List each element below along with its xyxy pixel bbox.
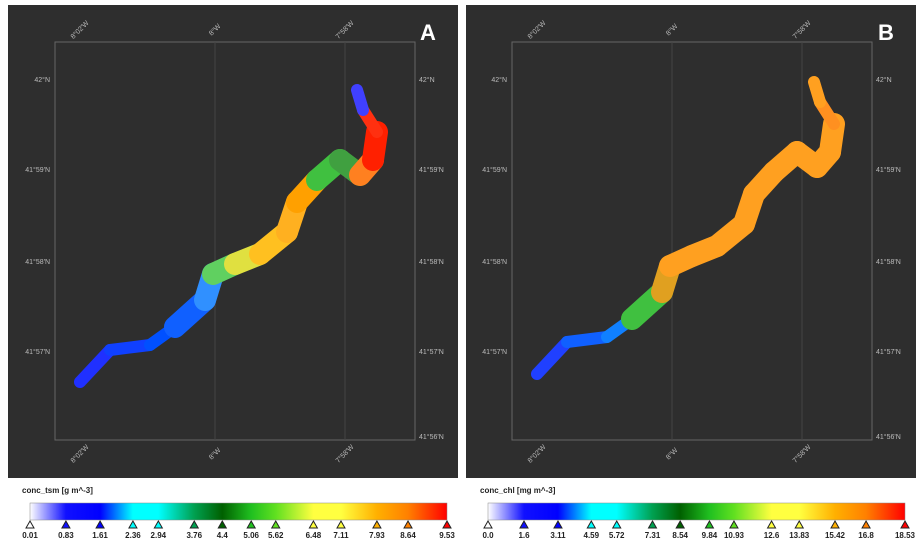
map-frame — [54, 41, 416, 441]
colorbar-tick-label: 12.6 — [764, 531, 780, 540]
latitude-label: 41°58'N — [419, 258, 444, 266]
colorbar-tick — [729, 519, 739, 529]
colorbar-tick — [217, 519, 228, 529]
colorbar-tick — [704, 519, 715, 529]
colorbar-tick — [25, 519, 35, 529]
colorbar-tick-label: 5.62 — [268, 531, 284, 540]
latitude-label: 41°57'N — [482, 348, 507, 356]
colorbar-tick — [519, 519, 529, 529]
colorbar-tick — [270, 519, 281, 529]
colorbar-tick-label: 9.53 — [439, 531, 455, 540]
colorbar-tick-label: 16.8 — [858, 531, 874, 540]
latitude-label: 41°58'N — [25, 258, 50, 266]
colorbar-tick — [900, 519, 910, 529]
latitude-label: 41°57'N — [876, 348, 901, 356]
colorbar-tick-label: 8.64 — [400, 531, 416, 540]
colorbar-tick-label: 7.93 — [369, 531, 385, 540]
latitude-label: 41°58'N — [482, 258, 507, 266]
colorbar-tick — [403, 519, 413, 529]
colorbar-tick — [861, 519, 871, 529]
latitude-label: 41°58'N — [876, 258, 901, 266]
reservoir — [74, 344, 116, 388]
colorbar-tick — [336, 519, 346, 529]
panel-label: A — [420, 20, 436, 45]
colorbar-tick — [246, 519, 257, 529]
colorbar-tick-label: 5.72 — [609, 531, 625, 540]
latitude-label: 42°N — [34, 76, 50, 84]
reservoir — [104, 339, 156, 356]
latitude-label: 41°59'N — [876, 166, 901, 174]
colorbar-tick-label: 18.53 — [895, 531, 916, 540]
colorbar-tick — [794, 519, 805, 529]
latitude-label: 42°N — [491, 76, 507, 84]
colorbar-tick-label: 15.42 — [825, 531, 846, 540]
colorbar-tick — [586, 519, 597, 529]
colorbar-tick — [830, 519, 840, 529]
colorbar-tick — [189, 519, 200, 529]
colorbar-tick-label: 2.36 — [125, 531, 141, 540]
colorbar-tick — [372, 519, 382, 529]
colorbar-title: conc_chl [mg m^-3] — [480, 486, 556, 495]
colorbar-tick-label: 4.4 — [217, 531, 229, 540]
latitude-label: 41°57'N — [419, 348, 444, 356]
reservoir — [351, 84, 369, 116]
colorbar-tick — [61, 519, 71, 529]
panel-label: B — [878, 20, 894, 45]
colorbar-tick-label: 6.48 — [306, 531, 322, 540]
colorbar-tick — [128, 519, 138, 529]
colorbar-tick-label: 7.11 — [333, 531, 349, 540]
latitude-label: 41°59'N — [482, 166, 507, 174]
colorbar-tick-label: 7.31 — [645, 531, 661, 540]
reservoir — [561, 331, 613, 348]
colorbar-tick — [308, 519, 319, 529]
map-background — [466, 5, 916, 478]
colorbar-tick-label: 3.11 — [550, 531, 566, 540]
colorbar-tick-label: 0.83 — [58, 531, 74, 540]
colorbar-tick-label: 13.83 — [789, 531, 810, 540]
colorbar — [29, 502, 448, 521]
colorbar-tick-label: 9.84 — [702, 531, 718, 540]
colorbar-tick-label: 8.54 — [672, 531, 688, 540]
map-background — [8, 5, 458, 478]
colorbar-tick — [95, 519, 105, 529]
colorbar-tick-label: 4.59 — [584, 531, 600, 540]
colorbar-tick — [647, 519, 658, 529]
latitude-label: 41°56'N — [419, 433, 444, 441]
colorbar-tick — [483, 519, 493, 529]
colorbar-tick-label: 1.6 — [518, 531, 530, 540]
colorbar-tick-label: 1.61 — [92, 531, 108, 540]
colorbar-tick-label: 0.01 — [22, 531, 38, 540]
colorbar-tick-label: 0.0 — [482, 531, 494, 540]
colorbar-title: conc_tsm [g m^-3] — [22, 486, 93, 495]
colorbar-tick — [553, 519, 563, 529]
map-frame — [511, 41, 873, 441]
colorbar-tick — [442, 519, 452, 529]
colorbar-tick — [611, 519, 622, 529]
latitude-label: 41°57'N — [25, 348, 50, 356]
colorbar-tick-label: 2.94 — [151, 531, 167, 540]
latitude-label: 41°59'N — [25, 166, 50, 174]
colorbar-tick — [766, 519, 777, 529]
colorbar-tick — [675, 519, 686, 529]
latitude-label: 41°59'N — [419, 166, 444, 174]
reservoir — [531, 336, 573, 380]
colorbar — [487, 502, 906, 521]
latitude-label: 42°N — [876, 76, 892, 84]
reservoir — [808, 76, 826, 108]
latitude-label: 41°56'N — [876, 433, 901, 441]
latitude-label: 42°N — [419, 76, 435, 84]
colorbar-tick — [153, 519, 164, 529]
colorbar-tick-label: 10.93 — [724, 531, 745, 540]
colorbar-tick-label: 3.76 — [186, 531, 202, 540]
colorbar-tick-label: 5.06 — [243, 531, 259, 540]
